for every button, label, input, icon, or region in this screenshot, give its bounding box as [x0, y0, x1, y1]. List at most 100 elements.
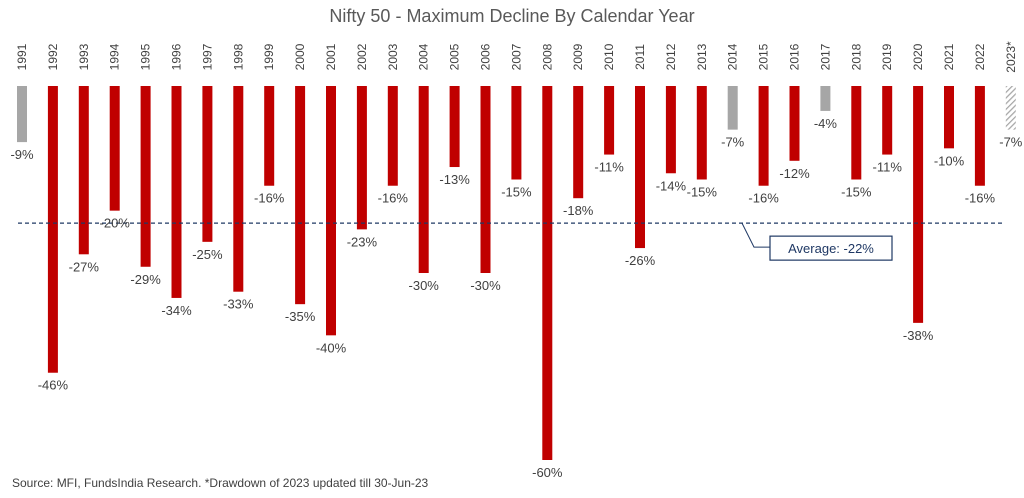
year-label: 2011: [633, 44, 647, 70]
year-label: 1997: [200, 43, 214, 70]
value-label: -18%: [563, 203, 594, 218]
value-label: -9%: [10, 147, 34, 162]
value-label: -15%: [687, 185, 718, 200]
year-label: 2003: [386, 43, 400, 70]
bar-1993: [78, 86, 89, 255]
bar-2002: [356, 86, 367, 230]
value-label: -60%: [532, 465, 563, 480]
bar-2000: [295, 86, 306, 305]
value-label: -30%: [409, 278, 440, 293]
value-label: -16%: [965, 191, 996, 206]
value-label: -16%: [254, 191, 285, 206]
value-label: -33%: [223, 297, 254, 312]
year-label: 1994: [108, 43, 122, 70]
bar-2008: [542, 86, 553, 460]
bar-2013: [696, 86, 707, 180]
bar-1997: [202, 86, 213, 242]
year-label: 1998: [231, 43, 245, 70]
year-label: 2017: [818, 43, 832, 70]
year-label: 2007: [509, 43, 523, 70]
bar-1995: [140, 86, 151, 267]
year-label: 1991: [15, 43, 29, 70]
value-label: -10%: [934, 153, 965, 168]
bar-2021: [944, 86, 954, 149]
value-label: -34%: [161, 303, 192, 318]
bar-1992: [47, 86, 58, 373]
bar-2023: [1005, 86, 1016, 130]
bar-2019: [882, 86, 893, 155]
bar-2001: [326, 86, 336, 336]
year-label: 2006: [479, 43, 493, 70]
value-label: -26%: [625, 253, 656, 268]
bar-1996: [171, 86, 182, 298]
value-label: -4%: [814, 116, 838, 131]
year-label: 2014: [726, 43, 740, 70]
year-label: 2015: [757, 43, 771, 70]
value-label: -11%: [873, 160, 903, 175]
bar-2014: [727, 86, 738, 130]
average-callout-pointer: [741, 222, 770, 248]
year-label: 2020: [911, 43, 925, 70]
bar-2020: [913, 86, 924, 323]
value-label: -23%: [347, 234, 378, 249]
bar-2015: [758, 86, 769, 186]
year-label: 2019: [880, 43, 894, 70]
value-label: -15%: [841, 185, 872, 200]
year-label: 1992: [46, 43, 60, 70]
bar-2009: [573, 86, 584, 199]
year-label: 2013: [695, 43, 709, 70]
bar-2016: [789, 86, 800, 161]
year-label: 1993: [77, 43, 91, 70]
bar-2011: [635, 86, 645, 249]
value-label: -27%: [69, 259, 100, 274]
value-label: -16%: [748, 191, 779, 206]
year-label: 1999: [262, 43, 276, 70]
value-label: -46%: [38, 378, 69, 393]
source-note: Source: MFI, FundsIndia Research. *Drawd…: [12, 476, 429, 490]
year-label: 2022: [973, 43, 987, 70]
bar-1998: [233, 86, 244, 292]
bar-1991: [17, 86, 27, 143]
year-label: 2010: [602, 43, 616, 70]
bar-2003: [387, 86, 398, 186]
value-label: -16%: [378, 191, 409, 206]
year-label: 2004: [417, 43, 431, 70]
value-label: -7%: [999, 135, 1023, 150]
bar-2004: [418, 86, 429, 273]
value-label: -40%: [316, 340, 347, 355]
value-label: -13%: [439, 172, 470, 187]
value-label: -15%: [501, 185, 532, 200]
year-label: 2021: [942, 43, 956, 70]
bar-2017: [820, 86, 831, 111]
bar-2007: [511, 86, 522, 180]
bar-1999: [264, 86, 275, 186]
year-label: 2002: [355, 43, 369, 70]
value-label: -7%: [721, 135, 745, 150]
bar-1994: [109, 86, 120, 211]
average-callout-box: [769, 235, 893, 261]
bar-2012: [665, 86, 676, 174]
year-label: 1996: [170, 43, 184, 70]
bar-2018: [851, 86, 862, 180]
value-label: -11%: [594, 160, 624, 175]
bar-2022: [974, 86, 985, 186]
year-label: 2009: [571, 43, 585, 70]
year-label: 2016: [788, 43, 802, 70]
value-label: -29%: [130, 272, 161, 287]
year-label: 2008: [540, 43, 554, 70]
value-label: -25%: [192, 247, 223, 262]
value-label: -35%: [285, 309, 316, 324]
year-label: 2001: [324, 43, 338, 70]
year-label: 2000: [293, 43, 307, 70]
value-label: -30%: [470, 278, 501, 293]
average-label: Average: -22%: [788, 241, 874, 256]
bar-2006: [480, 86, 491, 273]
value-label: -38%: [903, 328, 934, 343]
year-label: 2018: [849, 43, 863, 70]
value-label: -12%: [779, 166, 810, 181]
bar-2010: [604, 86, 615, 155]
chart-title: Nifty 50 - Maximum Decline By Calendar Y…: [329, 6, 695, 26]
value-label: -14%: [656, 178, 687, 193]
value-label: -20%: [100, 216, 131, 231]
